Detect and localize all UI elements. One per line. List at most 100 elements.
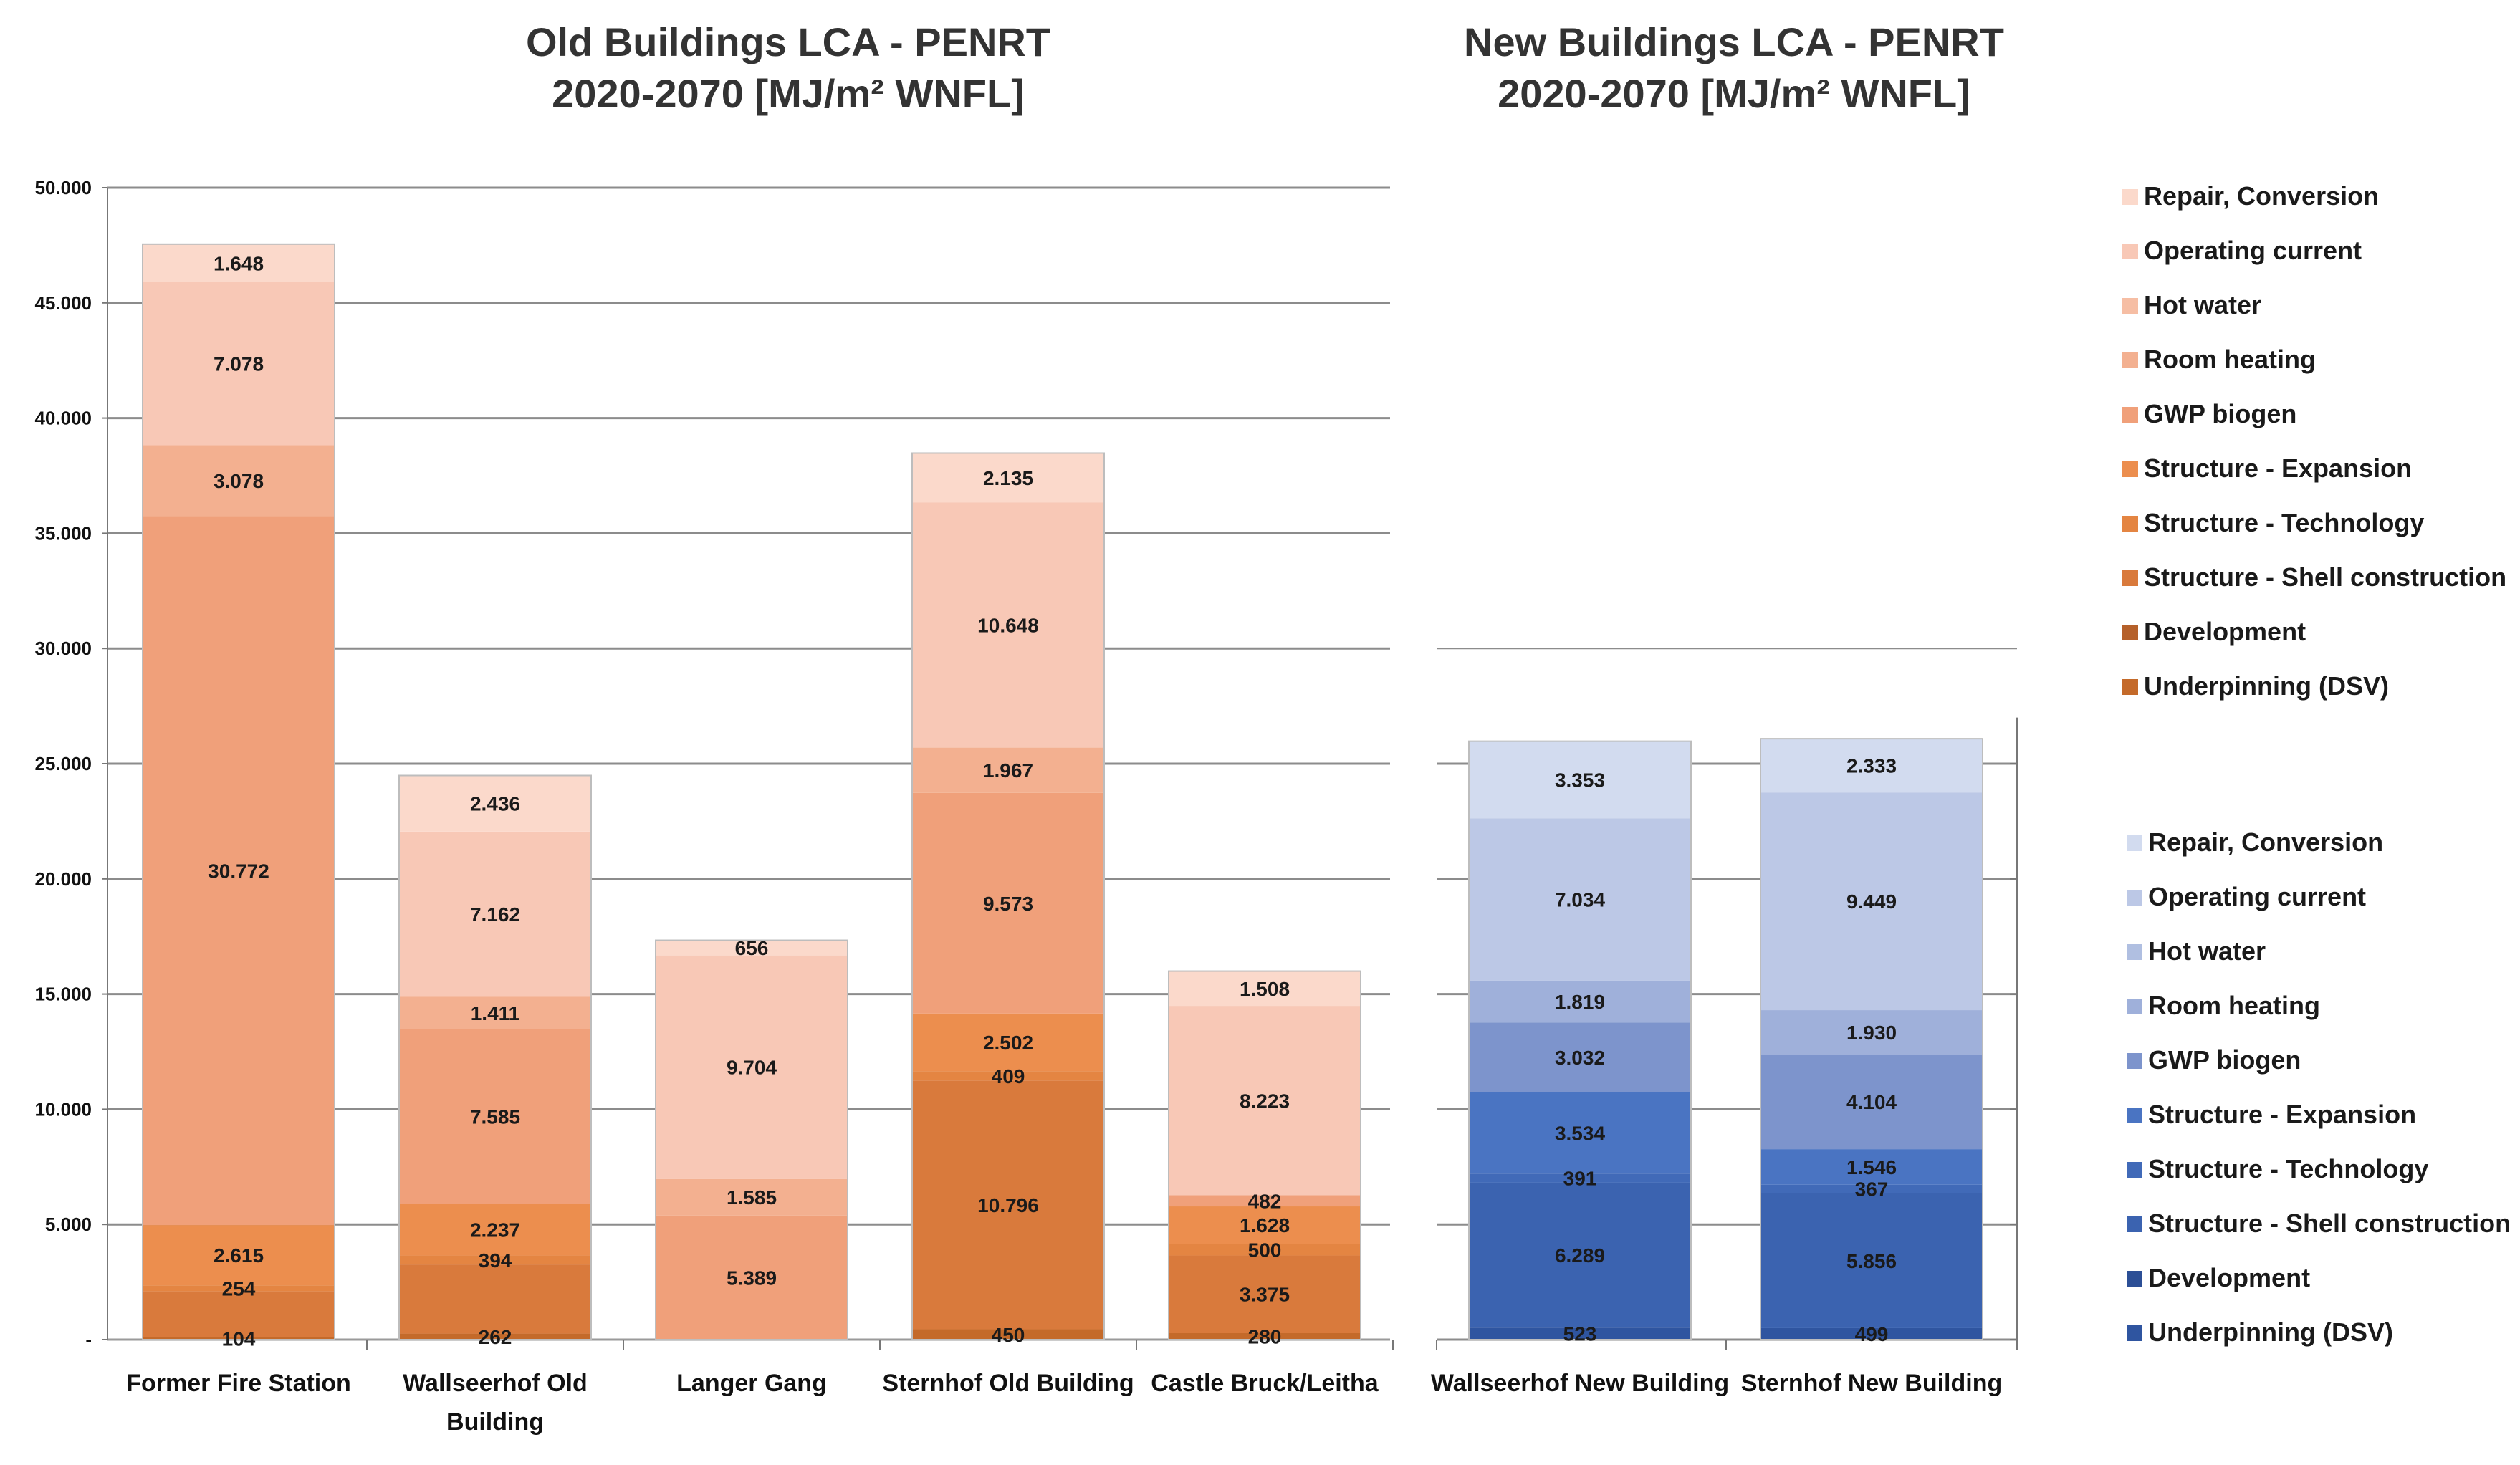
legend-label-structure-shell-construction: Structure - Shell construction: [2144, 562, 2506, 592]
new-bar-segment-repair-conversion: [1760, 739, 1983, 793]
legend-swatch-development: [2127, 1271, 2142, 1287]
legend-swatch-structure-technology: [2122, 516, 2138, 532]
old-data-label: 10.796: [977, 1194, 1039, 1216]
legend-swatch-room-heating: [2122, 352, 2138, 368]
old-data-label: 1.628: [1240, 1214, 1290, 1236]
legend-label-structure-technology: Structure - Technology: [2148, 1154, 2428, 1183]
legend-swatch-hot-water: [2127, 944, 2142, 960]
legend-label-development: Development: [2144, 617, 2306, 646]
old-data-label: 394: [479, 1249, 512, 1272]
old-y-tick-label: 50.000: [34, 177, 92, 198]
legend-label-repair-conversion: Repair, Conversion: [2148, 827, 2383, 857]
new-data-label: 6.289: [1555, 1244, 1605, 1267]
old-y-tick-label: 5.000: [45, 1214, 92, 1235]
old-y-tick-label: 30.000: [34, 638, 92, 659]
new-bar-outline: [1468, 740, 1692, 1341]
new-chart-title-line1: New Buildings LCA - PENRT: [1464, 19, 2004, 64]
new-data-label: 4.104: [1846, 1091, 1897, 1113]
new-data-label: 5.856: [1846, 1250, 1897, 1272]
old-bar-segment-repair-conversion: [1169, 971, 1361, 1007]
old-bar-segment-gwp-biogen: [912, 792, 1104, 1014]
new-bar-segment-structure-shell-construction: [1760, 1193, 1983, 1328]
old-bar-outline: [655, 939, 848, 1340]
old-bar-segment-structure-technology: [912, 1071, 1104, 1081]
old-bar-segment-structure-expansion: [399, 1204, 591, 1256]
old-bar-segment-repair-conversion: [399, 775, 591, 832]
old-bar-segment-room-heating: [143, 445, 335, 517]
old-bar-segment-repair-conversion: [912, 453, 1104, 503]
new-bar-segment-gwp-biogen: [1760, 1055, 1983, 1150]
new-bar-outline: [1760, 738, 1983, 1340]
legend-swatch-repair-conversion: [2122, 189, 2138, 205]
old-category-label: Langer Gang: [676, 1370, 827, 1397]
old-category-label: Castle Bruck/Leitha: [1151, 1370, 1379, 1397]
new-data-label: 9.449: [1846, 890, 1897, 913]
new-bar-segment-structure-expansion: [1760, 1149, 1983, 1185]
legend-swatch-underpinning-dsv: [2127, 1325, 2142, 1341]
old-bar-segment-structure-expansion: [912, 1013, 1104, 1072]
legend-label-structure-expansion: Structure - Expansion: [2148, 1100, 2416, 1129]
legend-label-hot-water: Hot water: [2144, 290, 2261, 320]
legend-swatch-structure-shell-construction: [2127, 1216, 2142, 1232]
legend-swatch-structure-expansion: [2122, 461, 2138, 477]
new-bar-segment-structure-technology: [1760, 1184, 1983, 1193]
old-data-label: 500: [1248, 1239, 1282, 1261]
legend-swatch-operating-current: [2122, 244, 2138, 259]
old-bar-segment-underpinning-dsv: [912, 1329, 1104, 1340]
old-data-label: 1.411: [471, 1002, 520, 1024]
old-data-label: 7.162: [470, 903, 520, 926]
old-bar-segment-underpinning-dsv: [143, 1337, 335, 1340]
old-bar-segment-structure-shell-construction: [912, 1080, 1104, 1330]
new-bar-segment-operating-current: [1760, 792, 1983, 1011]
new-data-label: 499: [1855, 1323, 1889, 1345]
legend-label-structure-expansion: Structure - Expansion: [2144, 453, 2412, 483]
new-bar-segment-underpinning-dsv: [1469, 1327, 1691, 1340]
new-bar-segment-underpinning-dsv: [1760, 1327, 1983, 1340]
old-bar-segment-room-heating: [399, 996, 591, 1029]
old-bar-outline: [1168, 970, 1361, 1340]
old-data-label: 1.508: [1240, 978, 1290, 1000]
old-bar-segment-operating-current: [143, 282, 335, 446]
old-data-label: 656: [735, 937, 769, 959]
old-bar-segment-structure-shell-construction: [143, 1291, 335, 1337]
old-data-label: 3.078: [214, 470, 264, 492]
old-data-label: 9.704: [727, 1057, 777, 1079]
old-category-label: Former Fire Station: [126, 1370, 351, 1397]
old-bar-segment-gwp-biogen: [656, 1215, 848, 1340]
old-bar-segment-structure-shell-construction: [399, 1264, 591, 1334]
legend-label-room-heating: Room heating: [2144, 345, 2316, 374]
new-bar-segment-operating-current: [1469, 818, 1691, 981]
new-data-label: 3.534: [1555, 1123, 1605, 1145]
new-data-label: 1.930: [1846, 1022, 1897, 1044]
new-bar-segment-structure-shell-construction: [1469, 1182, 1691, 1328]
old-y-tick-label: 35.000: [34, 522, 92, 544]
new-bar-segment-room-heating: [1469, 980, 1691, 1023]
old-data-label: 8.223: [1240, 1090, 1290, 1112]
old-data-label: 2.436: [470, 793, 520, 815]
old-bar-outline: [911, 452, 1105, 1341]
legend-swatch-hot-water: [2122, 298, 2138, 314]
legend-label-operating-current: Operating current: [2148, 882, 2366, 911]
old-bar-segment-operating-current: [399, 831, 591, 997]
legend-swatch-operating-current: [2127, 890, 2142, 906]
old-data-label: 9.573: [983, 893, 1033, 915]
old-data-label: 1.648: [214, 252, 264, 274]
legend-label-repair-conversion: Repair, Conversion: [2144, 181, 2379, 211]
legend-swatch-structure-shell-construction: [2122, 570, 2138, 586]
old-data-label: 254: [222, 1277, 256, 1300]
old-bar-segment-operating-current: [912, 502, 1104, 748]
old-bar-segment-repair-conversion: [143, 244, 335, 282]
legend-swatch-room-heating: [2127, 999, 2142, 1014]
old-category-label: Wallseerhof Old: [403, 1370, 588, 1397]
old-data-label: 280: [1248, 1325, 1282, 1348]
new-buildings-chart: 523 6.289 391 3.534 3.032 1.819 7.034 3.353 499 5…: [1431, 648, 2018, 1397]
new-data-label: 1.819: [1555, 991, 1605, 1013]
legend-swatch-underpinning-dsv: [2122, 679, 2138, 695]
new-data-label: 3.353: [1555, 769, 1605, 792]
old-data-label: 104: [222, 1327, 256, 1350]
old-bar-segment-structure-technology: [399, 1255, 591, 1265]
old-y-tick-label: 40.000: [34, 408, 92, 429]
new-data-label: 2.333: [1846, 755, 1897, 777]
new-data-label: 367: [1855, 1178, 1889, 1201]
